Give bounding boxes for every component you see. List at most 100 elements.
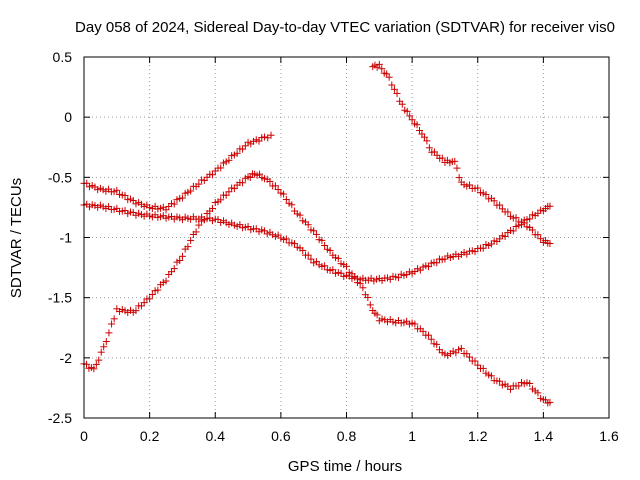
tick-labels: 0 0.2 0.4 0.6 0.8 1 1.2 1.4 1.6 -2.5 -2 -1.5 -1 -0.5 0… bbox=[48, 49, 619, 444]
data-point bbox=[427, 335, 435, 343]
data-point bbox=[321, 242, 329, 250]
data-point bbox=[162, 277, 170, 285]
data-point bbox=[471, 357, 479, 365]
data-point bbox=[466, 353, 474, 361]
y-tick-label: -2 bbox=[60, 350, 73, 366]
data-point bbox=[326, 247, 334, 255]
data-point bbox=[534, 231, 542, 239]
data-point bbox=[271, 182, 279, 190]
data-point bbox=[100, 343, 108, 351]
data-point bbox=[474, 184, 482, 192]
data-point bbox=[312, 230, 320, 238]
data-point bbox=[246, 174, 254, 182]
data-point bbox=[507, 385, 515, 393]
data-point bbox=[479, 364, 487, 372]
data-point bbox=[334, 254, 342, 262]
data-point bbox=[433, 259, 441, 267]
data-point bbox=[178, 252, 186, 260]
data-point bbox=[178, 194, 186, 202]
data-point bbox=[217, 196, 225, 204]
x-tick-label: 1.2 bbox=[468, 428, 488, 444]
data-point bbox=[230, 185, 238, 193]
data-point bbox=[482, 191, 490, 199]
data-point bbox=[419, 327, 427, 335]
data-point bbox=[304, 221, 312, 229]
data-point bbox=[318, 236, 326, 244]
data-point bbox=[110, 315, 118, 323]
data-point bbox=[526, 379, 534, 387]
x-tick-label: 0.8 bbox=[337, 428, 357, 444]
y-tick-label: -2.5 bbox=[48, 410, 72, 426]
data-point bbox=[416, 126, 424, 134]
data-point bbox=[390, 85, 398, 93]
data-point bbox=[132, 307, 140, 315]
data-point bbox=[274, 186, 282, 194]
x-axis-label: GPS time / hours bbox=[288, 458, 402, 475]
data-point bbox=[385, 73, 393, 81]
data-point bbox=[282, 195, 290, 203]
data-point bbox=[496, 201, 504, 209]
data-point bbox=[267, 131, 275, 139]
data-point bbox=[296, 211, 304, 219]
y-tick-label: -1.5 bbox=[48, 290, 72, 306]
data-point bbox=[299, 246, 307, 254]
data-point bbox=[113, 186, 121, 194]
data-point bbox=[225, 188, 233, 196]
data-point bbox=[528, 226, 536, 234]
data-point bbox=[433, 340, 441, 348]
data-point bbox=[280, 190, 288, 198]
data-point bbox=[291, 240, 299, 248]
data-point bbox=[512, 214, 520, 222]
data-point bbox=[209, 204, 217, 212]
x-tick-label: 0.6 bbox=[271, 428, 291, 444]
data-point bbox=[479, 244, 487, 252]
data-point bbox=[200, 216, 208, 224]
data-point bbox=[423, 137, 431, 145]
data-point bbox=[378, 65, 386, 73]
y-tick-label: -1 bbox=[60, 230, 73, 246]
data-point bbox=[321, 262, 329, 270]
data-point bbox=[457, 344, 465, 352]
data-point bbox=[403, 107, 411, 115]
data-point bbox=[260, 133, 268, 141]
data-point bbox=[373, 311, 381, 319]
data-point bbox=[520, 219, 528, 227]
data-point bbox=[195, 180, 203, 188]
data-point bbox=[534, 389, 542, 397]
data-point bbox=[413, 121, 421, 129]
data-point bbox=[359, 284, 367, 292]
data-point bbox=[209, 171, 217, 179]
data-point bbox=[451, 157, 459, 165]
data-point bbox=[307, 255, 315, 263]
data-point bbox=[343, 262, 350, 270]
data-point bbox=[176, 256, 184, 264]
data-point bbox=[121, 191, 129, 199]
data-point bbox=[256, 170, 264, 178]
data-point bbox=[351, 273, 359, 281]
data-point bbox=[92, 360, 100, 368]
plot-frame bbox=[83, 56, 610, 419]
data-point bbox=[398, 100, 406, 108]
data-point bbox=[310, 227, 318, 235]
data-point bbox=[95, 356, 103, 364]
data-point bbox=[97, 348, 105, 356]
data-point bbox=[140, 299, 148, 307]
data-point bbox=[546, 240, 554, 248]
x-tick-label: 1.6 bbox=[599, 428, 619, 444]
data-point bbox=[356, 279, 364, 287]
data-point bbox=[487, 372, 495, 380]
data-point bbox=[184, 243, 192, 251]
data-point bbox=[408, 116, 416, 124]
data-point bbox=[546, 398, 554, 406]
data-point bbox=[411, 320, 419, 328]
data-point bbox=[490, 197, 498, 205]
data-point bbox=[438, 154, 446, 162]
data-point bbox=[466, 181, 474, 189]
data-point bbox=[266, 177, 274, 185]
data-point bbox=[504, 208, 512, 216]
x-tick-label: 1 bbox=[408, 428, 416, 444]
x-tick-label: 1.4 bbox=[534, 428, 554, 444]
data-point bbox=[288, 201, 296, 209]
x-tick-label: 0 bbox=[80, 428, 88, 444]
